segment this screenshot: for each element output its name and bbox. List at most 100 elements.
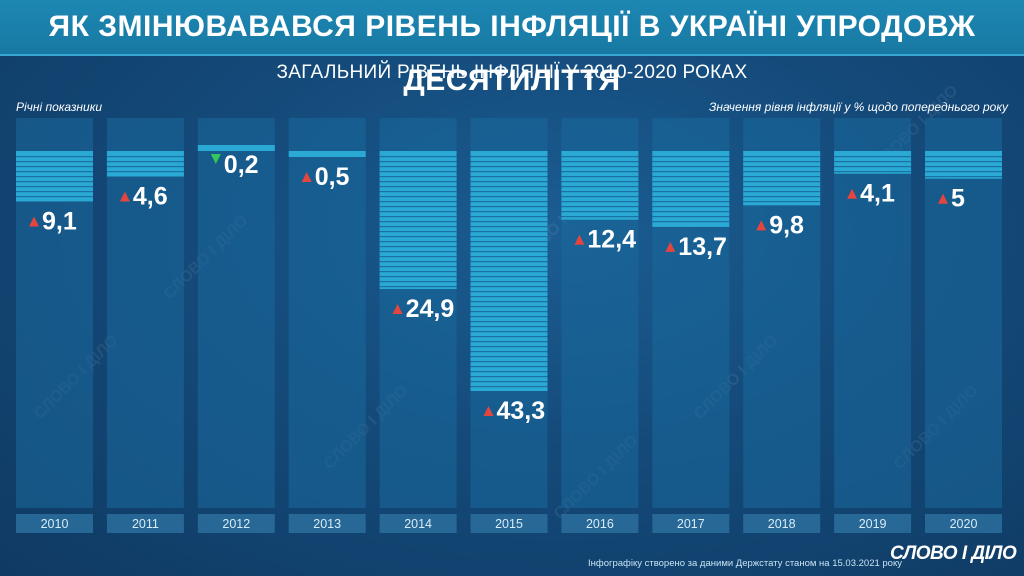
bar [470, 151, 548, 391]
year-label: 2017 [677, 517, 705, 531]
down-arrow-icon [210, 154, 221, 164]
bar-fill [834, 151, 912, 174]
bar-stripe [379, 176, 457, 178]
bar-stripe [379, 241, 457, 243]
bar-stripe [379, 276, 457, 278]
bar-stripe [470, 276, 548, 278]
bar-stripe [561, 186, 639, 188]
value-label: 0,2 [224, 151, 259, 179]
value-label: 13,7 [678, 233, 727, 261]
bar-stripe [834, 161, 912, 163]
bar-stripe [925, 161, 1002, 163]
bar-stripe [561, 181, 639, 183]
bar-stripe [743, 166, 821, 168]
column-background [197, 118, 275, 508]
bar-stripe [379, 281, 457, 283]
up-arrow-icon [938, 193, 948, 204]
bar-stripe [470, 311, 548, 313]
bar-stripe [652, 196, 730, 198]
bar-stripe [16, 161, 93, 163]
bar-stripe [470, 351, 548, 353]
bar-stripe [106, 156, 184, 158]
year-label: 2020 [950, 517, 978, 531]
bar-stripe [470, 201, 548, 203]
bar-stripe [925, 166, 1002, 168]
bar-stripe [470, 166, 548, 168]
bar-stripe [561, 156, 639, 158]
title-bar [0, 0, 1024, 56]
bar-stripe [652, 186, 730, 188]
bar-stripe [561, 176, 639, 178]
bar-fill [197, 145, 275, 151]
bar-stripe [561, 171, 639, 173]
bar-stripe [470, 291, 548, 293]
bar-stripe [561, 196, 639, 198]
bar-stripe [470, 161, 548, 163]
bar-stripe [652, 221, 730, 223]
bar-stripe [470, 331, 548, 333]
bar-stripe [379, 206, 457, 208]
bar-stripe [379, 196, 457, 198]
bar [16, 151, 93, 202]
bar-stripe [743, 176, 821, 178]
bar-stripe [379, 181, 457, 183]
bar-stripe [470, 271, 548, 273]
up-arrow-icon [29, 216, 39, 227]
year-label-box [925, 514, 1002, 533]
units-label: Значення рівня інфляції у % щодо поперед… [708, 100, 1008, 114]
column-background [106, 118, 184, 508]
value-label: 5 [951, 185, 965, 213]
bar-stripe [379, 246, 457, 248]
bar-stripe [743, 186, 821, 188]
year-label: 2013 [313, 517, 341, 531]
bar-stripe [743, 201, 821, 203]
value-label: 43,3 [497, 397, 546, 425]
bar-stripe [470, 261, 548, 263]
bar [288, 151, 366, 157]
bar-stripe [106, 171, 184, 173]
value-label: 0,5 [315, 163, 350, 191]
bar-stripe [379, 216, 457, 218]
year-label: 2018 [768, 517, 796, 531]
bar-stripe [652, 156, 730, 158]
bar-stripe [834, 156, 912, 158]
bar-stripe [16, 171, 93, 173]
bar-stripe [470, 361, 548, 363]
value-label: 12,4 [587, 226, 636, 254]
bar-stripe [470, 376, 548, 378]
bar-stripe [561, 161, 639, 163]
bar-stripe [470, 211, 548, 213]
bar-stripe [379, 191, 457, 193]
bar-stripe [470, 226, 548, 228]
bar-stripe [561, 211, 639, 213]
bar-stripe [561, 191, 639, 193]
bar-stripe [379, 156, 457, 158]
bar-stripe [470, 196, 548, 198]
bar-stripe [470, 341, 548, 343]
column-background [925, 118, 1002, 508]
bar-stripe [652, 216, 730, 218]
bar-stripe [470, 301, 548, 303]
bar-fill [106, 151, 184, 177]
bar-stripe [16, 156, 93, 158]
year-label-box [834, 514, 912, 533]
bar-stripe [470, 381, 548, 383]
bar-stripe [379, 221, 457, 223]
bar-stripe [470, 286, 548, 288]
bar-stripe [379, 251, 457, 253]
year-label: 2014 [404, 517, 432, 531]
bar-stripe [379, 261, 457, 263]
bar-stripe [470, 181, 548, 183]
bar-stripe [470, 281, 548, 283]
bar [379, 151, 457, 290]
year-label-box [16, 514, 93, 533]
bar-fill [652, 151, 730, 227]
bar-stripe [925, 176, 1002, 178]
bar [197, 145, 275, 151]
value-label: 9,1 [42, 207, 77, 235]
bar [834, 151, 912, 174]
bar-stripe [470, 156, 548, 158]
bar-stripe [470, 246, 548, 248]
bar-fill [561, 151, 639, 220]
